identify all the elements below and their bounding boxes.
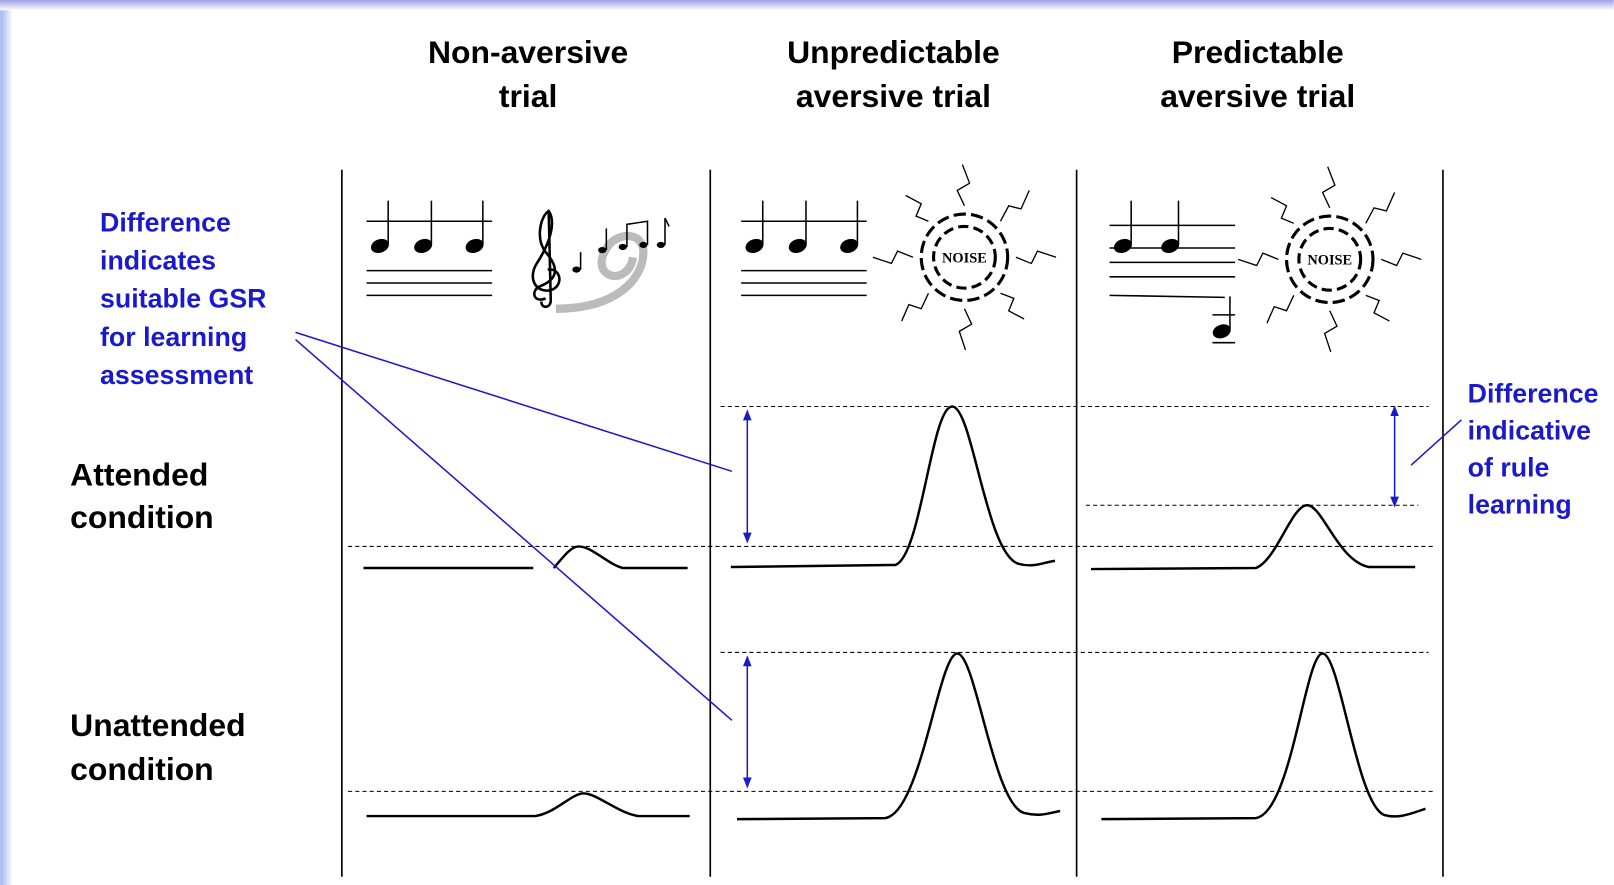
music-staff	[366, 200, 493, 297]
note: Difference indicative of rule learning	[1468, 378, 1599, 519]
row-label: Attended condition	[70, 457, 213, 535]
dividers	[341, 169, 1444, 877]
column-header: Non-aversive trial	[428, 34, 628, 114]
noise-label: NOISE	[942, 250, 987, 266]
music-staff	[741, 200, 867, 297]
annotation-arrows	[295, 331, 1463, 789]
slide-edge	[0, 0, 1614, 11]
row-label: Unattended condition	[70, 707, 245, 787]
music-staff	[1109, 200, 1236, 344]
gsr-traces	[363, 405, 1426, 821]
melody-icon	[531, 209, 670, 313]
column-header: Predictable aversive trial	[1160, 34, 1355, 114]
noise-icon: NOISE	[1237, 166, 1422, 353]
slide-edge	[0, 0, 13, 885]
note: Difference indicates suitable GSR for learn…	[100, 208, 266, 390]
noise-label: NOISE	[1307, 252, 1352, 268]
reference-lines	[348, 405, 1433, 792]
noise-icon: NOISE	[872, 164, 1057, 351]
column-header: Unpredictable aversive trial	[787, 34, 1000, 114]
